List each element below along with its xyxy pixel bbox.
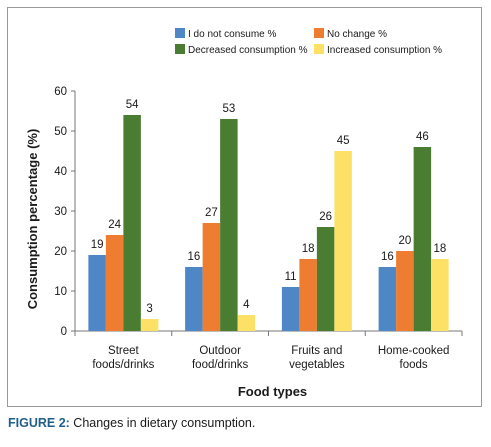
bar (378, 267, 397, 331)
figure-caption: FIGURE 2: Changes in dietary consumption… (8, 416, 255, 430)
data-label: 45 (337, 135, 350, 147)
data-label: 26 (319, 211, 332, 223)
x-tick-label: Street foods/drinks (92, 345, 154, 371)
bar (334, 151, 352, 331)
bar-chart: 0 10 20 30 40 50 60 19 24 54 3 Street foods/drinks 16… (25, 28, 463, 399)
x-tick-label-line: Fruits and (291, 345, 342, 357)
x-tick-label: Fruits and vegetables (289, 345, 345, 371)
x-tick-label-line: vegetables (289, 359, 345, 371)
x-tick-label-line: Street (108, 345, 139, 357)
y-tick-label: 50 (54, 126, 67, 138)
data-label: 54 (126, 99, 139, 111)
legend-label: I do not consume % (188, 29, 276, 40)
bar (140, 319, 159, 331)
chart-frame (7, 7, 482, 407)
data-label: 27 (205, 207, 218, 219)
data-label: 4 (243, 299, 250, 311)
x-tick-label: Outdoor food/drinks (192, 345, 249, 371)
bar (396, 251, 414, 331)
x-tick-label-line: Outdoor (199, 345, 241, 357)
bar (88, 255, 106, 331)
data-label: 16 (381, 251, 394, 263)
bar (185, 267, 203, 331)
legend-label: Decreased consumption % (188, 45, 308, 56)
data-label: 20 (398, 235, 411, 247)
bar (316, 227, 335, 331)
bar (413, 147, 432, 331)
bar (299, 259, 317, 331)
bar (281, 287, 300, 331)
bar (123, 115, 141, 331)
data-label: 18 (302, 243, 315, 255)
x-tick-label-line: foods/drinks (92, 359, 154, 371)
x-tick-label: Home-cooked foods (378, 345, 450, 371)
legend-swatch (314, 28, 324, 38)
y-axis-title: Consumption percentage (%) (25, 129, 40, 310)
data-label: 53 (222, 103, 235, 115)
legend-swatch (314, 44, 324, 54)
data-label: 19 (91, 239, 104, 251)
figure-caption-label: FIGURE 2: (8, 416, 70, 430)
bar (105, 235, 124, 331)
bar (237, 315, 256, 331)
figure-caption-text: Changes in dietary consumption. (69, 416, 256, 430)
data-label: 16 (187, 251, 200, 263)
x-tick-label-line: foods (400, 359, 428, 371)
bar (220, 119, 238, 331)
data-label: 11 (285, 271, 297, 283)
y-tick-label: 20 (54, 246, 67, 258)
data-label: 46 (416, 131, 429, 143)
legend-swatch (175, 28, 185, 38)
data-label: 18 (433, 243, 446, 255)
y-tick-label: 30 (54, 206, 67, 218)
x-tick-label-line: Home-cooked (378, 345, 450, 357)
y-tick-label: 60 (54, 86, 67, 98)
y-tick-label: 0 (61, 326, 67, 338)
bar (202, 223, 221, 331)
y-tick-label: 10 (54, 286, 67, 298)
bar (431, 259, 449, 331)
data-label: 24 (108, 219, 121, 231)
legend-swatch (175, 44, 185, 54)
legend-label: Increased consumption % (327, 45, 442, 56)
x-axis-title: Food types (238, 384, 307, 399)
x-tick-label-line: food/drinks (192, 359, 249, 371)
legend-label: No change % (327, 29, 387, 40)
data-label: 3 (146, 303, 152, 315)
y-tick-label: 40 (54, 166, 67, 178)
